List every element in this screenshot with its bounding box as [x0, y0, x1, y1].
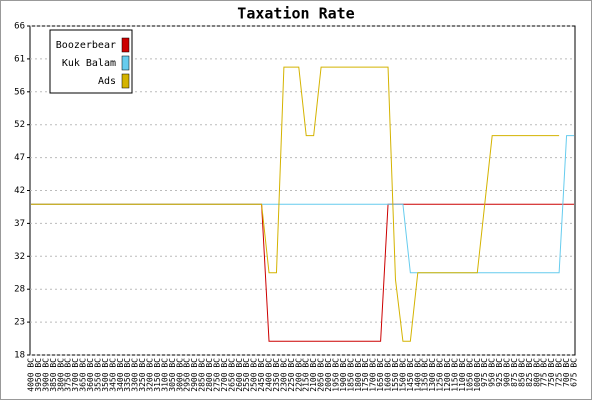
x-tick-label: 2500 BC	[250, 358, 259, 392]
x-tick-label: 3650 BC	[79, 358, 88, 392]
x-tick-label: 800 BC	[532, 358, 541, 387]
x-tick-label: 3500 BC	[101, 358, 110, 392]
x-tick-label: 3850 BC	[49, 358, 58, 392]
legend-swatch	[121, 37, 130, 53]
x-tick-label: 900 BC	[503, 358, 512, 387]
legend-label: Boozerbear	[56, 40, 116, 51]
x-tick-label: 3000 BC	[175, 358, 184, 392]
x-tick-label: 3400 BC	[116, 358, 125, 392]
x-tick-label: 3450 BC	[108, 358, 117, 392]
x-tick-label: 2750 BC	[212, 358, 221, 392]
y-tick-label: 52	[14, 120, 25, 130]
x-tick-label: 1800 BC	[354, 358, 363, 392]
x-tick-label: 850 BC	[517, 358, 526, 387]
x-tick-label: 1500 BC	[398, 358, 407, 392]
x-tick-label: 3600 BC	[86, 358, 95, 392]
x-tick-label: 775 BC	[540, 358, 549, 387]
y-tick-label: 66	[14, 22, 25, 32]
x-tick-label: 2600 BC	[235, 358, 244, 392]
x-tick-label: 1650 BC	[376, 358, 385, 392]
x-tick-label: 875 BC	[510, 358, 519, 387]
x-tick-label: 2300 BC	[279, 358, 288, 392]
x-tick-label: 2150 BC	[302, 358, 311, 392]
x-tick-label: 2850 BC	[198, 358, 207, 392]
x-tick-label: 1200 BC	[443, 358, 452, 392]
x-tick-label: 3100 BC	[160, 358, 169, 392]
x-tick-label: 3350 BC	[123, 358, 132, 392]
x-tick-label: 2950 BC	[183, 358, 192, 392]
y-tick-label: 61	[14, 54, 25, 64]
x-tick-label: 2800 BC	[205, 358, 214, 392]
x-tick-label: 2350 BC	[272, 358, 281, 392]
y-tick-label: 32	[14, 252, 25, 262]
legend-swatch	[121, 55, 130, 71]
legend-box	[49, 29, 133, 94]
legend-label: Ads	[98, 76, 116, 87]
x-tick-label: 2200 BC	[294, 358, 303, 392]
x-tick-label: 2400 BC	[265, 358, 274, 392]
x-tick-label: 1100 BC	[458, 358, 467, 392]
x-tick-label: 3800 BC	[56, 358, 65, 392]
x-tick-label: 2900 BC	[190, 358, 199, 392]
x-tick-label: 975 BC	[480, 358, 489, 387]
x-tick-label: 2700 BC	[220, 358, 229, 392]
x-tick-label: 3050 BC	[168, 358, 177, 392]
x-tick-label: 1600 BC	[384, 358, 393, 392]
x-tick-label: 925 BC	[495, 358, 504, 387]
x-tick-label: 1150 BC	[450, 358, 459, 392]
x-tick-label: 2000 BC	[324, 358, 333, 392]
x-tick-label: 1400 BC	[413, 358, 422, 392]
legend-swatch	[121, 73, 130, 89]
x-tick-label: 2050 BC	[317, 358, 326, 392]
x-tick-label: 1900 BC	[339, 358, 348, 392]
x-tick-label: 1300 BC	[428, 358, 437, 392]
x-tick-label: 1350 BC	[421, 358, 430, 392]
x-tick-label: 1250 BC	[436, 358, 445, 392]
x-tick-label: 950 BC	[488, 358, 497, 387]
series-line	[31, 66, 560, 342]
y-tick-label: 47	[14, 153, 25, 163]
legend-label: Kuk Balam	[62, 58, 116, 69]
x-tick-label: 3900 BC	[41, 358, 50, 392]
x-tick-label: 3300 BC	[131, 358, 140, 392]
x-tick-label: 3550 BC	[93, 358, 102, 392]
x-tick-label: 3950 BC	[34, 358, 43, 392]
x-tick-label: 750 BC	[547, 358, 556, 387]
y-tick-label: 28	[14, 285, 25, 295]
x-tick-label: 1850 BC	[346, 358, 355, 392]
x-tick-label: 825 BC	[525, 358, 534, 387]
x-tick-label: 1750 BC	[361, 358, 370, 392]
x-tick-label: 2550 BC	[242, 358, 251, 392]
x-tick-label: 1450 BC	[406, 358, 415, 392]
y-tick-label: 42	[14, 186, 25, 196]
x-tick-label: 1550 BC	[391, 358, 400, 392]
x-tick-label: 700 BC	[562, 358, 571, 387]
y-tick-label: 23	[14, 318, 25, 328]
x-tick-label: 1000 BC	[473, 358, 482, 392]
y-tick-label: 18	[14, 351, 25, 361]
x-tick-label: 1700 BC	[369, 358, 378, 392]
x-tick-label: 3250 BC	[138, 358, 147, 392]
y-tick-label: 56	[14, 87, 25, 97]
x-tick-label: 3700 BC	[71, 358, 80, 392]
x-tick-label: 2450 BC	[257, 358, 266, 392]
x-tick-label: 3200 BC	[146, 358, 155, 392]
x-tick-label: 1050 BC	[465, 358, 474, 392]
x-tick-label: 725 BC	[555, 358, 564, 387]
y-tick-label: 37	[14, 219, 25, 229]
x-tick-label: 1950 BC	[331, 358, 340, 392]
x-tick-label: 3150 BC	[153, 358, 162, 392]
chart-title: Taxation Rate	[237, 5, 354, 23]
x-tick-label: 4000 BC	[27, 358, 36, 392]
x-tick-label: 2250 BC	[287, 358, 296, 392]
x-tick-label: 2100 BC	[309, 358, 318, 392]
x-tick-label: 3750 BC	[64, 358, 73, 392]
x-tick-label: 675 BC	[570, 358, 579, 387]
legend: Boozerbear Kuk Balam Ads	[49, 29, 133, 94]
x-tick-label: 2650 BC	[227, 358, 236, 392]
